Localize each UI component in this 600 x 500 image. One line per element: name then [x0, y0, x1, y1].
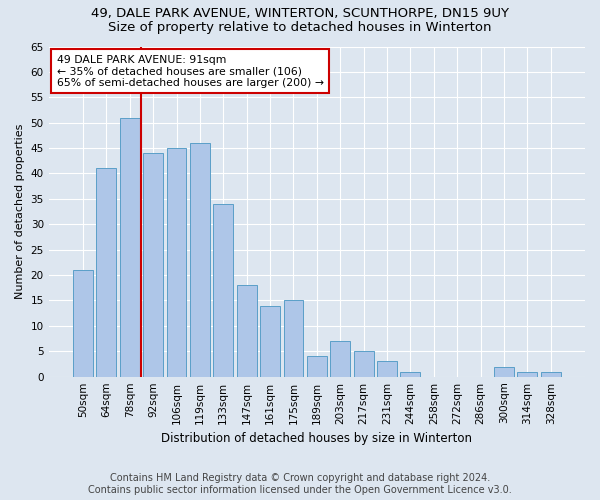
- Bar: [517, 372, 537, 376]
- X-axis label: Distribution of detached houses by size in Winterton: Distribution of detached houses by size …: [161, 432, 472, 445]
- Text: Size of property relative to detached houses in Winterton: Size of property relative to detached ho…: [108, 21, 492, 34]
- Bar: [284, 300, 304, 376]
- Bar: [143, 153, 163, 376]
- Bar: [541, 372, 560, 376]
- Bar: [260, 306, 280, 376]
- Text: 49 DALE PARK AVENUE: 91sqm
← 35% of detached houses are smaller (106)
65% of sem: 49 DALE PARK AVENUE: 91sqm ← 35% of deta…: [57, 55, 324, 88]
- Bar: [73, 270, 93, 376]
- Bar: [97, 168, 116, 376]
- Bar: [120, 118, 140, 376]
- Text: Contains HM Land Registry data © Crown copyright and database right 2024.
Contai: Contains HM Land Registry data © Crown c…: [88, 474, 512, 495]
- Text: 49, DALE PARK AVENUE, WINTERTON, SCUNTHORPE, DN15 9UY: 49, DALE PARK AVENUE, WINTERTON, SCUNTHO…: [91, 8, 509, 20]
- Bar: [307, 356, 327, 376]
- Bar: [494, 366, 514, 376]
- Bar: [214, 204, 233, 376]
- Bar: [353, 352, 374, 376]
- Bar: [400, 372, 421, 376]
- Y-axis label: Number of detached properties: Number of detached properties: [15, 124, 25, 300]
- Bar: [167, 148, 187, 376]
- Bar: [237, 285, 257, 376]
- Bar: [190, 143, 210, 376]
- Bar: [377, 362, 397, 376]
- Bar: [330, 341, 350, 376]
